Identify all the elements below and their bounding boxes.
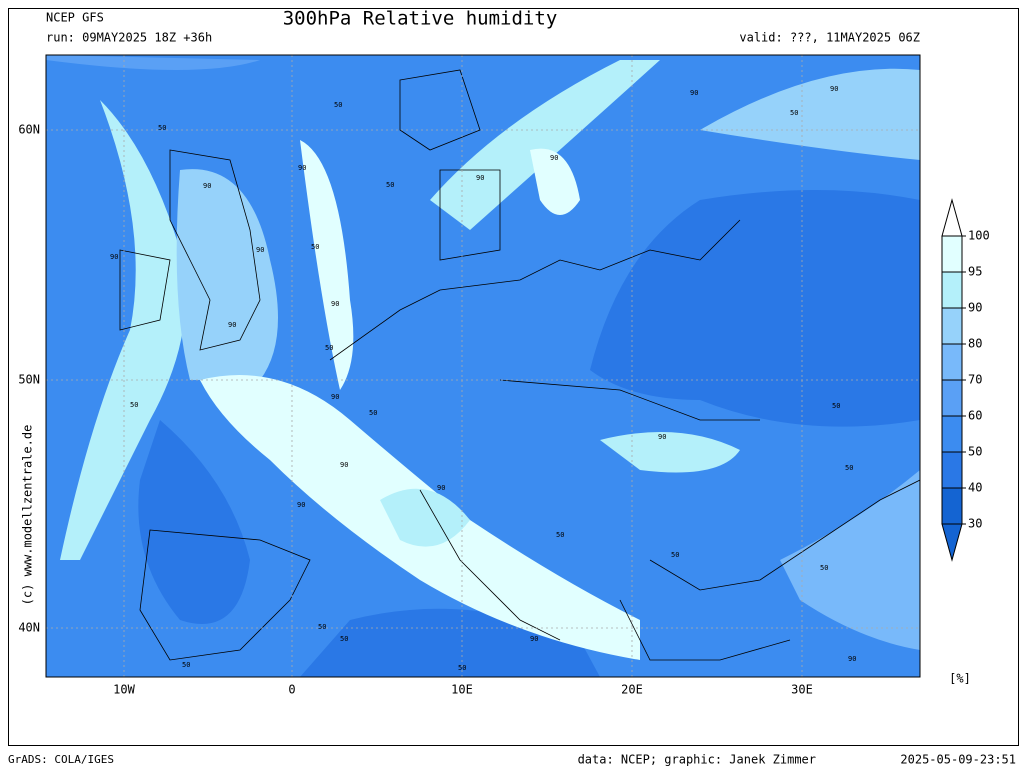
lat-label: 60N (18, 123, 40, 137)
moist-area (530, 148, 580, 215)
moist-area (700, 68, 920, 160)
contour-label: 90 (476, 174, 484, 182)
contour-label: 90 (298, 164, 306, 172)
contour-label: 90 (830, 85, 838, 93)
contour-label: 90 (437, 484, 445, 492)
dry-area (590, 190, 920, 427)
contour-label: 50 (832, 402, 840, 410)
contour-labels: 50 90 90 50 90 50 90 90 50 90 90 50 90 5… (110, 85, 856, 672)
contour-label: 90 (110, 253, 118, 261)
colorbar-cap (941, 198, 963, 237)
colorbar-label: 80 (968, 337, 982, 351)
lon-label: 10E (451, 683, 473, 697)
contour-label: 50 (318, 623, 326, 631)
contour-label: 50 (311, 243, 319, 251)
colorbar-cap (941, 523, 963, 562)
lat-label: 40N (18, 621, 40, 635)
moist-area (176, 169, 278, 380)
colorbar-label: 50 (968, 445, 982, 459)
footer-left: GrADS: COLA/IGES (8, 753, 114, 766)
dry-area (138, 420, 250, 624)
contour-label: 50 (556, 531, 564, 539)
contour-label: 50 (386, 181, 394, 189)
colorbar-box (941, 271, 963, 309)
colorbar-box (941, 451, 963, 489)
contour-label: 50 (790, 109, 798, 117)
contour-label: 90 (690, 89, 698, 97)
lon-label: 30E (791, 683, 813, 697)
graticule (46, 55, 920, 677)
moist-band (300, 140, 354, 390)
colorbar-label: 60 (968, 409, 982, 423)
contour-label: 90 (340, 461, 348, 469)
colorbar-label: 100 (968, 229, 990, 243)
run-label: run: 09MAY2025 18Z +36h (46, 31, 212, 45)
contour-label: 50 (325, 344, 333, 352)
outer-frame (8, 8, 1019, 746)
contour-label: 50 (158, 124, 166, 132)
footer-credit: data: NCEP; graphic: Janek Zimmer (578, 753, 816, 767)
moist-area (780, 470, 920, 650)
contour-label: 90 (848, 655, 856, 663)
map-frame (45, 54, 921, 678)
colorbar-label: 95 (968, 265, 982, 279)
contour-label: 90 (297, 501, 305, 509)
contour-label: 50 (458, 664, 466, 672)
colorbar: 30 40 50 60 70 80 90 95 100 (941, 198, 990, 562)
colorbar-box (941, 235, 963, 273)
contour-label: 50 (340, 635, 348, 643)
coastlines (119, 69, 920, 661)
contour-label: 50 (845, 464, 853, 472)
colorbar-box (941, 343, 963, 381)
contour-label: 50 (369, 409, 377, 417)
moist-band (60, 100, 186, 560)
moist-area (380, 488, 470, 547)
moist-band (430, 60, 660, 230)
contour-label: 50 (820, 564, 828, 572)
map-field: 50 90 90 50 90 50 90 90 50 90 90 50 90 5… (46, 55, 920, 677)
copyright: (c) www.modellzentrale.de (21, 425, 35, 606)
lon-label: 10W (113, 683, 135, 697)
moist-area (46, 55, 260, 70)
colorbar-box (941, 307, 963, 345)
contour-label: 50 (671, 551, 679, 559)
unit-label: [%] (949, 672, 971, 686)
lon-label: 0 (288, 683, 295, 697)
contour-label: 90 (658, 433, 666, 441)
colorbar-box (941, 487, 963, 525)
colorbar-box (941, 415, 963, 453)
contour-label: 90 (550, 154, 558, 162)
contour-label: 50 (182, 661, 190, 669)
contour-label: 90 (331, 300, 339, 308)
lat-label: 50N (18, 373, 40, 387)
contour-label: 90 (256, 246, 264, 254)
colorbar-label: 30 (968, 517, 982, 531)
contour-label: 50 (334, 101, 342, 109)
contour-label: 50 (130, 401, 138, 409)
contour-label: 90 (331, 393, 339, 401)
model-label: NCEP GFS (46, 11, 104, 25)
colorbar-label: 40 (968, 481, 982, 495)
colorbar-label: 70 (968, 373, 982, 387)
contour-label: 90 (228, 321, 236, 329)
colorbar-box (941, 379, 963, 417)
contour-label: 90 (203, 182, 211, 190)
moist-area (600, 432, 740, 473)
colorbar-label: 90 (968, 301, 982, 315)
valid-label: valid: ???, 11MAY2025 06Z (739, 31, 920, 45)
footer-timestamp: 2025-05-09-23:51 (900, 753, 1016, 767)
title: 300hPa Relative humidity (283, 8, 558, 30)
contour-label: 90 (530, 635, 538, 643)
lon-label: 20E (621, 683, 643, 697)
